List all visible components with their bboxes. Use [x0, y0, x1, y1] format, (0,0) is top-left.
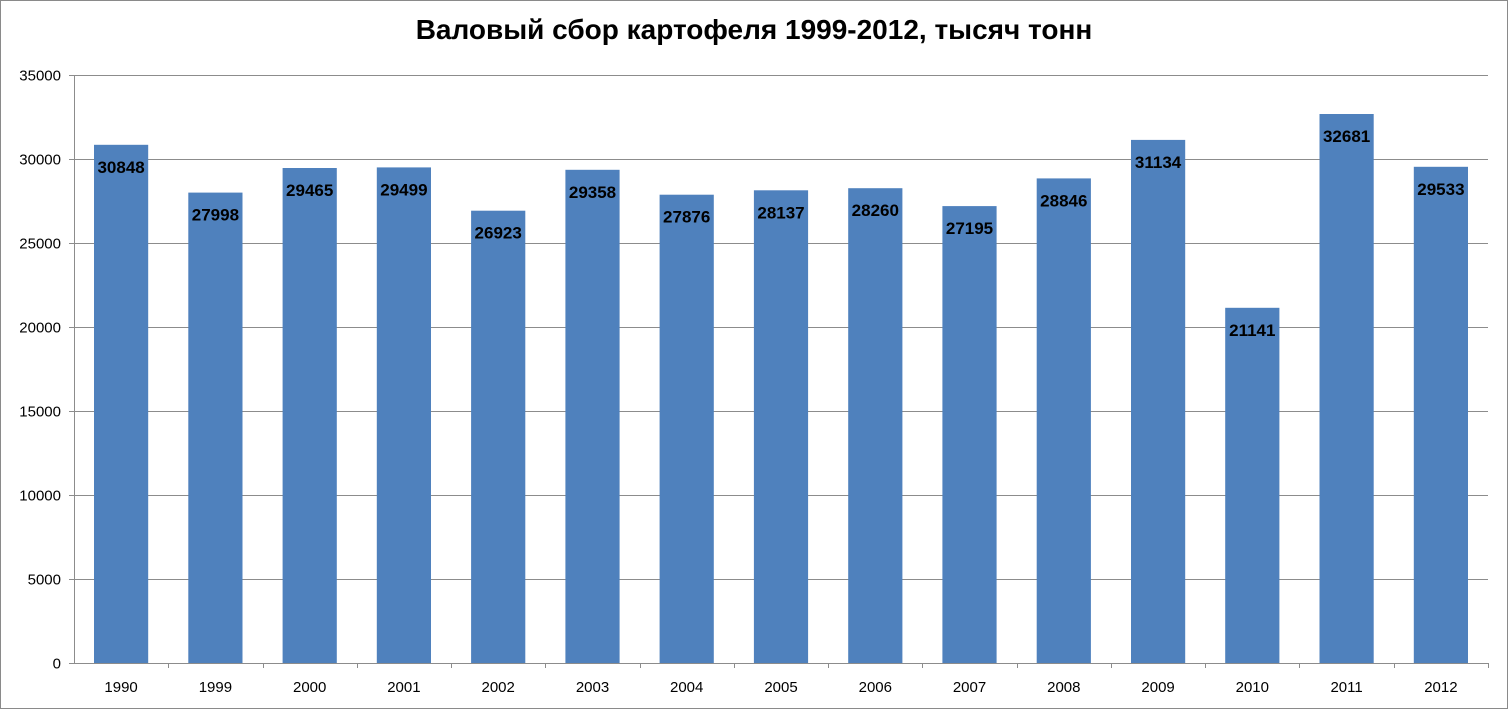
data-label: 29533: [1417, 180, 1464, 199]
data-label: 27195: [946, 219, 993, 238]
bar-2000: [282, 168, 337, 663]
data-label: 27876: [663, 208, 710, 227]
bar-2002: [471, 210, 526, 663]
bar-2004: [659, 194, 714, 663]
data-label: 29465: [286, 181, 333, 200]
bar-2003: [565, 169, 620, 664]
data-label: 30848: [97, 158, 144, 177]
x-tick-label: 2011: [1330, 679, 1362, 696]
x-tick-label: 2007: [953, 679, 986, 696]
bar-2010: [1225, 307, 1280, 663]
bars: [94, 114, 1468, 664]
data-label: 29499: [380, 180, 427, 199]
x-tick-label: 2008: [1047, 679, 1080, 696]
y-tick-label: 25000: [19, 236, 61, 253]
bar-2011: [1319, 114, 1374, 663]
y-axis: 0 5000 10000 15000 20000 25000 30000 35000: [19, 68, 75, 673]
bar-2006: [848, 188, 903, 663]
bar-2001: [376, 167, 431, 663]
x-axis: 1990 1999 2000 2001 2002 2003 2004 2005 2006 2007…: [74, 663, 1489, 696]
x-tick-label: 2003: [576, 679, 609, 696]
y-tick-label: 35000: [19, 68, 61, 85]
data-label: 26923: [475, 224, 522, 243]
data-label: 28260: [852, 201, 899, 220]
y-tick-label: 5000: [28, 572, 61, 589]
x-tick-label: 2002: [482, 679, 515, 696]
bar-2005: [753, 190, 809, 664]
x-tick-label: 2004: [670, 679, 703, 696]
x-tick-label: 2009: [1141, 679, 1174, 696]
bar-2008: [1036, 178, 1091, 663]
bar-2009: [1131, 139, 1186, 663]
data-label: 27998: [192, 206, 239, 225]
x-tick-label: 2000: [293, 679, 326, 696]
data-label: 28846: [1040, 191, 1087, 210]
y-tick-label: 0: [53, 656, 61, 673]
y-tick-label: 20000: [19, 320, 61, 337]
bar-1990: [94, 144, 149, 664]
x-tick-label: 2010: [1236, 679, 1269, 696]
chart-title: Валовый сбор картофеля 1999-2012, тысяч …: [415, 14, 1093, 45]
data-label: 32681: [1323, 127, 1370, 146]
x-tick-label: 2006: [859, 679, 892, 696]
data-label: 31134: [1135, 153, 1182, 172]
x-tick-label: 2005: [764, 679, 797, 696]
bar-2007: [942, 206, 997, 663]
y-tick-label: 30000: [19, 152, 61, 169]
y-tick-label: 15000: [19, 404, 61, 421]
x-tick-label: 2012: [1424, 679, 1457, 696]
x-tick-label: 1999: [199, 679, 232, 696]
x-tick-label: 1990: [104, 679, 137, 696]
y-tick-label: 10000: [19, 488, 61, 505]
data-labels: 30848 27998 29465 29499 26923 29358 27876 28137…: [97, 127, 1464, 340]
data-label: 29358: [569, 183, 616, 202]
bar-2012: [1413, 166, 1468, 664]
data-label: 28137: [757, 203, 804, 222]
data-label: 21141: [1229, 321, 1275, 340]
x-tick-label: 2001: [387, 679, 420, 696]
bar-1999: [188, 192, 243, 663]
